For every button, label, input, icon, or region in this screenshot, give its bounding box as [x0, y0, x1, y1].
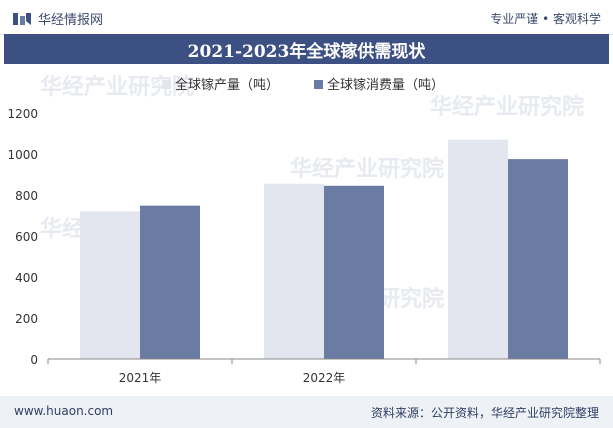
- y-tick-label: 1200: [7, 107, 38, 121]
- legend-label: 全球镓消费量（吨）: [327, 77, 444, 93]
- footer-source: 资料来源：公开资料，华经产业研究院整理: [370, 406, 599, 420]
- y-tick-label: 800: [15, 189, 38, 203]
- bar: [448, 139, 508, 359]
- huajing-logo-icon: [13, 12, 31, 25]
- chart: 华经产业研究院华经产业研究院华经产业研究院华经产业研究院华经产业研究院全球镓产量…: [7, 74, 601, 385]
- watermark-text: 华经产业研究院: [290, 156, 444, 182]
- legend-label: 全球镓产量（吨）: [175, 77, 279, 93]
- y-tick-label: 400: [15, 271, 38, 285]
- top-bar: 华经情报网 专业严谨 • 客观科学: [0, 0, 613, 35]
- footer: www.huaon.com 资料来源：公开资料，华经产业研究院整理: [0, 396, 613, 428]
- x-tick-label: 2021年: [119, 371, 162, 385]
- tagline: 专业严谨 • 客观科学: [490, 12, 601, 26]
- footer-site: www.huaon.com: [14, 404, 114, 418]
- y-tick-label: 0: [30, 353, 38, 367]
- bar: [324, 185, 384, 359]
- bar: [264, 183, 324, 359]
- bar: [140, 205, 200, 359]
- x-tick-label: 2022年: [303, 371, 346, 385]
- legend-swatch: [314, 80, 323, 89]
- brand-name: 华经情报网: [38, 13, 104, 28]
- legend-swatch: [162, 80, 171, 89]
- bar: [508, 159, 568, 359]
- chart-title-bar: 2021-2023年全球镓供需现状: [4, 34, 609, 64]
- y-tick-label: 1000: [7, 148, 38, 162]
- brand: 华经情报网: [12, 9, 103, 28]
- watermark-text: 华经产业研究院: [430, 94, 584, 120]
- y-tick-label: 200: [15, 312, 38, 326]
- bar: [80, 211, 140, 359]
- chart-title: 2021-2023年全球镓供需现状: [187, 41, 426, 62]
- y-tick-label: 600: [15, 230, 38, 244]
